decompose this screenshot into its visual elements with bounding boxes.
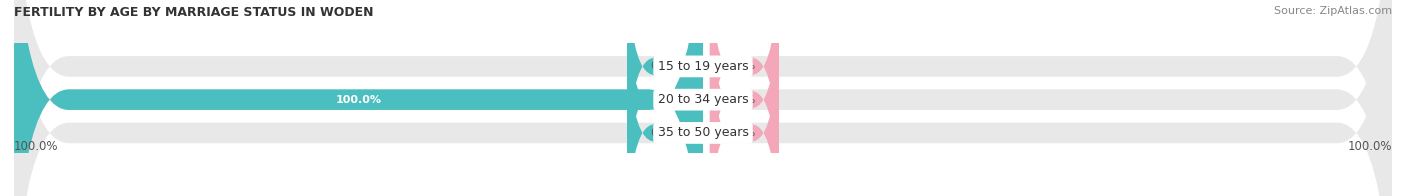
Text: 15 to 19 years: 15 to 19 years (658, 60, 748, 73)
FancyBboxPatch shape (710, 9, 779, 196)
FancyBboxPatch shape (14, 0, 703, 196)
FancyBboxPatch shape (710, 0, 779, 196)
Text: 0.0%: 0.0% (651, 128, 679, 138)
Text: 0.0%: 0.0% (651, 61, 679, 71)
Text: 0.0%: 0.0% (727, 128, 755, 138)
Text: 35 to 50 years: 35 to 50 years (658, 126, 748, 139)
Text: 20 to 34 years: 20 to 34 years (658, 93, 748, 106)
Text: 0.0%: 0.0% (727, 95, 755, 105)
FancyBboxPatch shape (710, 0, 779, 191)
FancyBboxPatch shape (14, 0, 1392, 196)
Text: Source: ZipAtlas.com: Source: ZipAtlas.com (1274, 6, 1392, 16)
Text: 100.0%: 100.0% (1347, 140, 1392, 153)
FancyBboxPatch shape (627, 9, 696, 196)
Text: 100.0%: 100.0% (336, 95, 381, 105)
Text: 0.0%: 0.0% (727, 61, 755, 71)
FancyBboxPatch shape (627, 0, 696, 191)
Text: 100.0%: 100.0% (14, 140, 59, 153)
Legend: Married, Unmarried: Married, Unmarried (612, 192, 794, 196)
FancyBboxPatch shape (14, 0, 1392, 196)
FancyBboxPatch shape (14, 0, 1392, 196)
FancyBboxPatch shape (627, 0, 696, 196)
Text: FERTILITY BY AGE BY MARRIAGE STATUS IN WODEN: FERTILITY BY AGE BY MARRIAGE STATUS IN W… (14, 6, 374, 19)
